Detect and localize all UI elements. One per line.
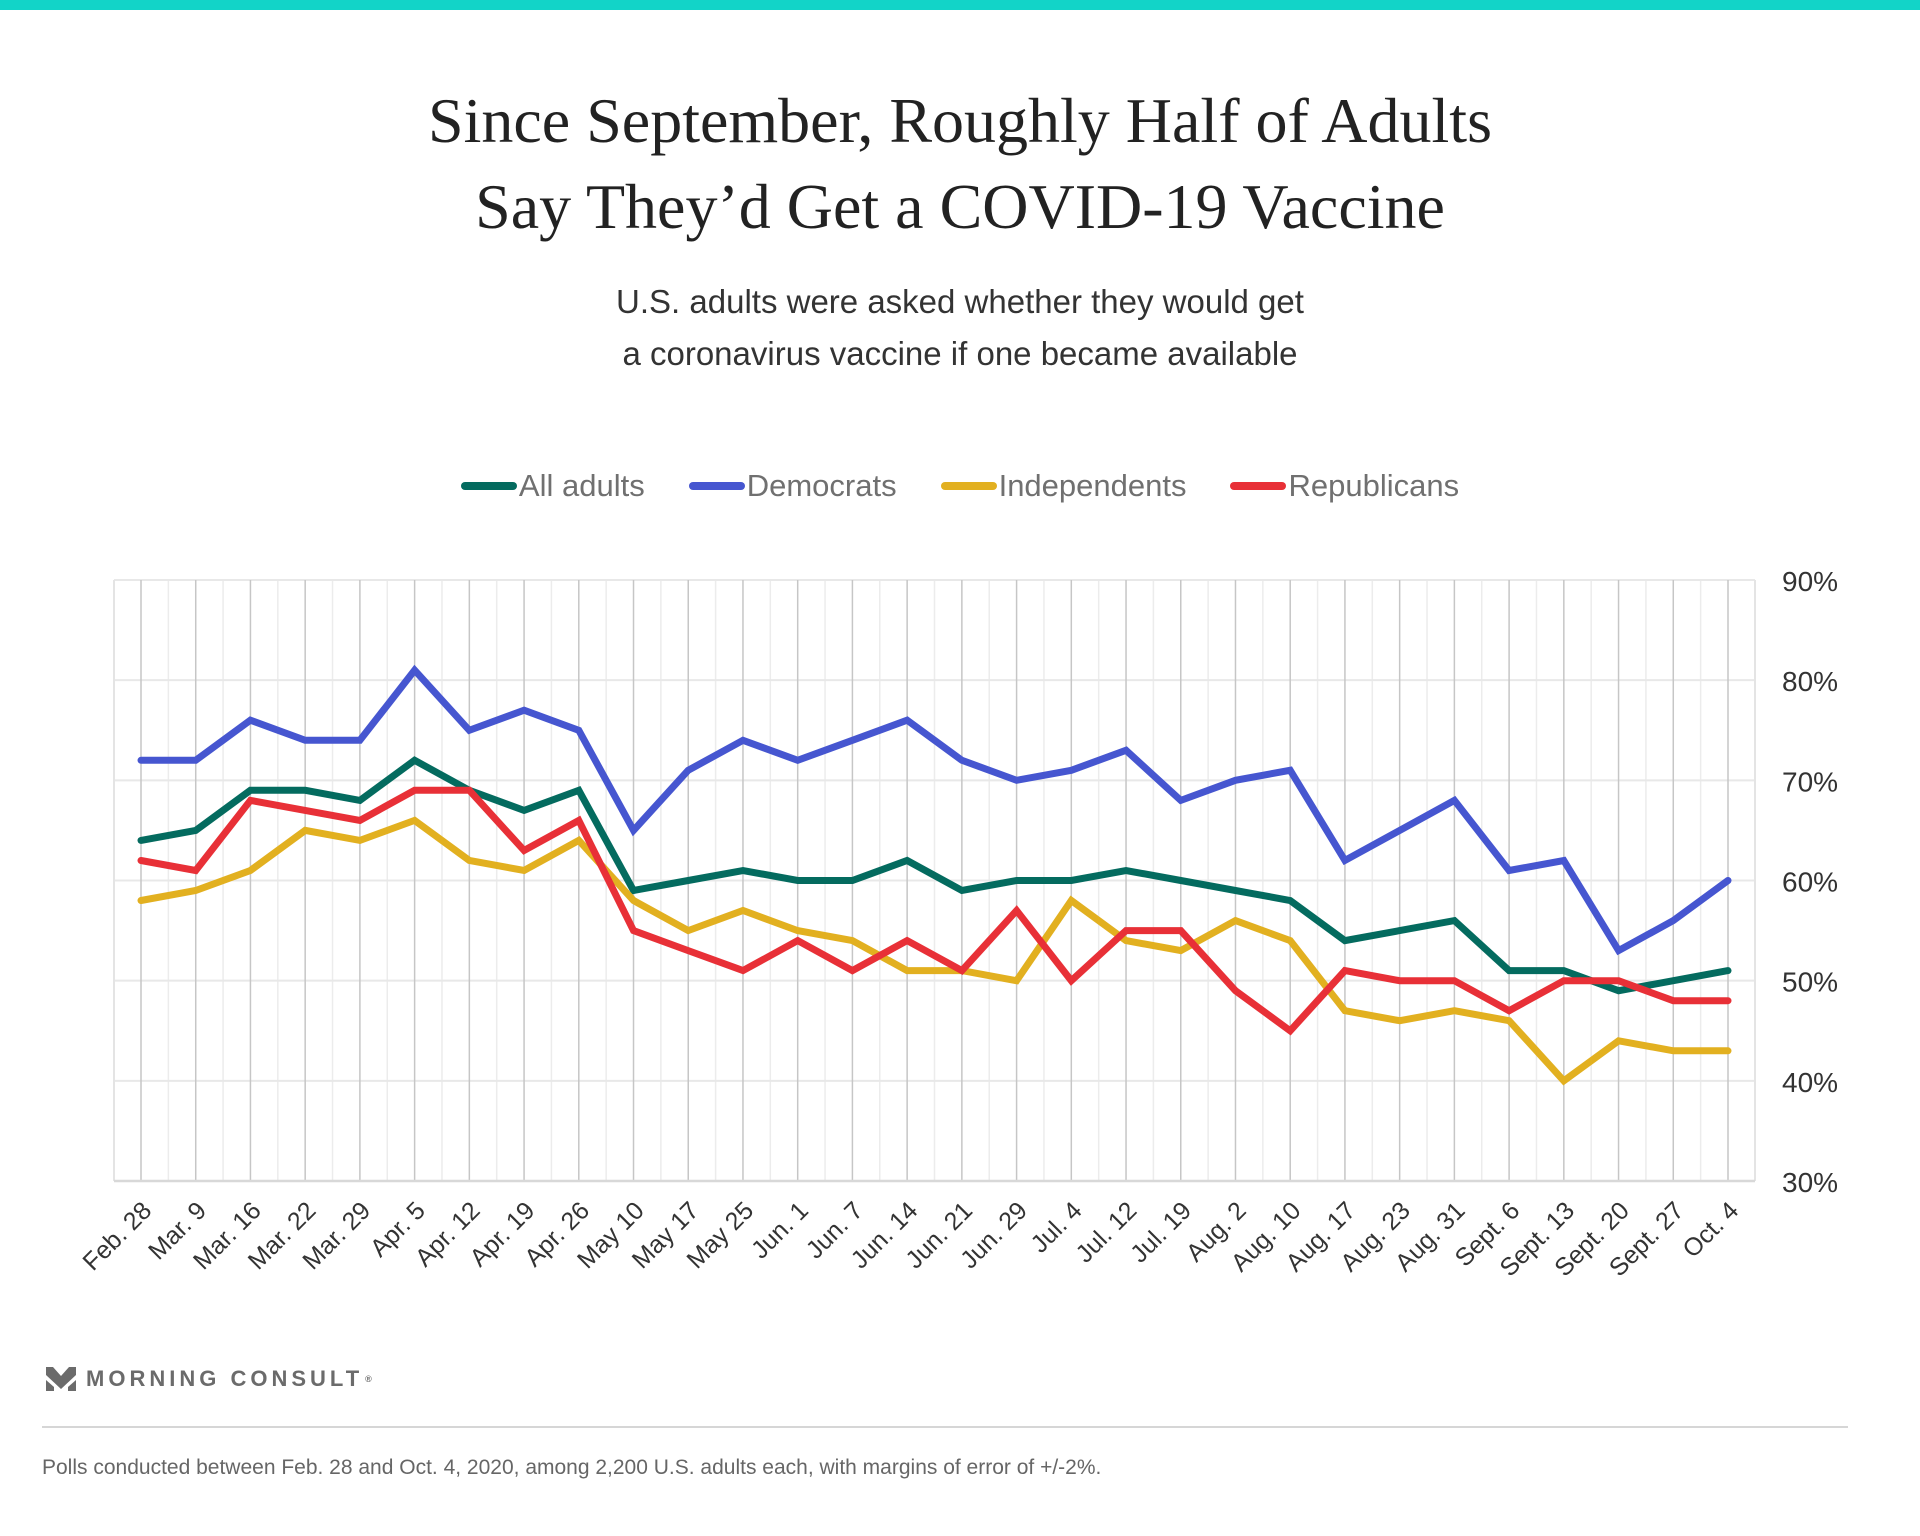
y-tick-label: 70% bbox=[1782, 766, 1838, 797]
chart-title-line-1: Since September, Roughly Half of Adults bbox=[428, 85, 1492, 156]
legend-item-all-adults: All adults bbox=[460, 468, 645, 504]
footer-divider bbox=[42, 1426, 1848, 1428]
legend-item-democrats: Democrats bbox=[688, 468, 897, 504]
legend-swatch bbox=[460, 482, 517, 490]
series-line-independents bbox=[137, 816, 1732, 1086]
y-tick-label: 60% bbox=[1782, 867, 1838, 898]
series-line-all-adults bbox=[137, 756, 1732, 995]
top-accent-bar bbox=[0, 0, 1920, 10]
legend-swatch bbox=[940, 482, 997, 490]
legend-swatch bbox=[688, 482, 745, 490]
gridlines bbox=[113, 579, 1756, 1183]
morning-consult-chevron-icon bbox=[46, 1367, 76, 1391]
y-tick-label: 30% bbox=[1782, 1167, 1838, 1198]
y-tick-label: 50% bbox=[1782, 967, 1838, 998]
chart-subtitle-line-1: U.S. adults were asked whether they woul… bbox=[616, 283, 1304, 320]
chart-title-line-2: Say They’d Get a COVID-19 Vaccine bbox=[475, 171, 1445, 242]
legend-item-republicans: Republicans bbox=[1230, 468, 1459, 504]
x-tick-label: Jun. 1 bbox=[746, 1196, 814, 1264]
legend-label: All adults bbox=[518, 468, 645, 503]
morning-consult-logo: MORNING CONSULT ® bbox=[46, 1366, 372, 1392]
y-axis-tick-labels: 30% 40% 50% 60% 70% 80% 90% bbox=[1782, 566, 1838, 1198]
x-tick-label: Feb. 28 bbox=[77, 1196, 157, 1276]
y-tick-label: 40% bbox=[1782, 1067, 1838, 1098]
series-line-democrats bbox=[137, 664, 1732, 956]
registered-mark: ® bbox=[365, 1374, 372, 1384]
legend-swatch bbox=[1230, 482, 1287, 490]
x-tick-label: Jul. 19 bbox=[1125, 1196, 1197, 1268]
logo-text: MORNING CONSULT bbox=[86, 1366, 364, 1391]
x-tick-label: Jul. 12 bbox=[1070, 1196, 1142, 1268]
y-tick-label: 90% bbox=[1782, 566, 1838, 597]
legend-item-independents: Independents bbox=[940, 468, 1187, 504]
legend-label: Republicans bbox=[1288, 468, 1460, 503]
legend-label: Democrats bbox=[746, 468, 897, 503]
footnote: Polls conducted between Feb. 28 and Oct.… bbox=[42, 1456, 1102, 1479]
series-lines bbox=[137, 664, 1732, 1086]
x-tick-label: Oct. 4 bbox=[1677, 1196, 1744, 1263]
chart-subtitle-line-2: a coronavirus vaccine if one became avai… bbox=[622, 335, 1298, 372]
legend-label: Independents bbox=[998, 468, 1187, 503]
y-tick-label: 80% bbox=[1782, 666, 1838, 697]
legend: All adults Democrats Independents Republ… bbox=[0, 468, 1920, 504]
series-line-republicans bbox=[137, 786, 1732, 1036]
